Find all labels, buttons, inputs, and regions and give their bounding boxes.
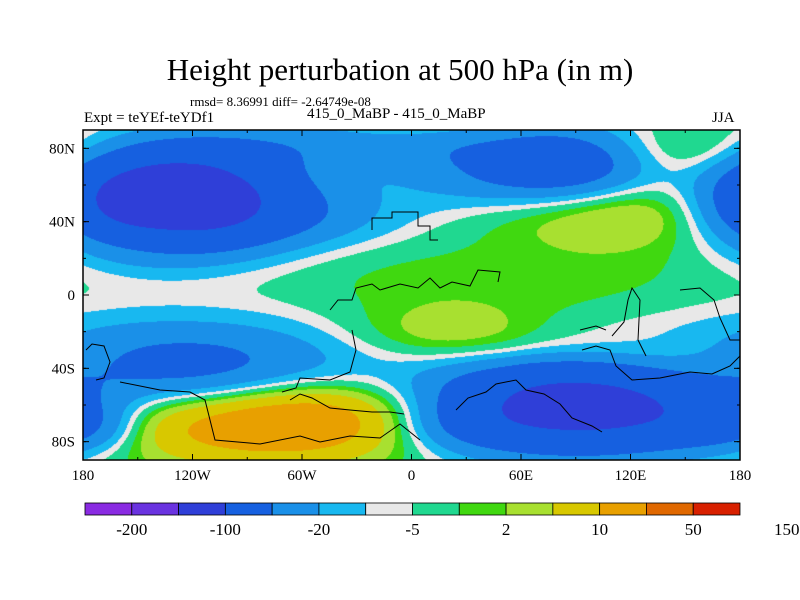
chart-title: Height perturbation at 500 hPa (in m) <box>166 52 634 87</box>
colorbar-box <box>646 502 694 516</box>
colorbar-box <box>599 502 647 516</box>
colorbar-box <box>224 502 273 516</box>
stats-label: rmsd= 8.36991 diff= -2.64749e-08 <box>190 94 371 109</box>
season-label: JJA <box>712 110 735 126</box>
center-label: 415_0_MaBP - 415_0_MaBP <box>307 106 486 122</box>
colorbar-label: -20 <box>308 520 331 539</box>
colorbar-box <box>412 502 460 516</box>
colorbar-box <box>84 502 133 516</box>
colorbar-label: 10 <box>591 520 608 539</box>
coastline <box>119 381 421 445</box>
y-tick-label: 80N <box>49 141 75 157</box>
x-tick-label: 60E <box>509 468 533 484</box>
colorbar-label: 2 <box>502 520 511 539</box>
colorbar-label: -5 <box>405 520 419 539</box>
coastline <box>679 287 740 341</box>
colorbar-box <box>458 502 507 516</box>
x-tick-label: 0 <box>408 468 416 484</box>
colorbar-box <box>692 502 741 516</box>
coastline <box>371 211 438 241</box>
coastline <box>329 269 501 311</box>
x-tick-label: 180 <box>729 468 752 484</box>
coastline <box>581 345 741 381</box>
colorbar-box <box>318 502 367 516</box>
coastline <box>611 286 647 357</box>
height-field-contours <box>83 130 740 460</box>
experiment-label: Expt = teYEf-teYDf1 <box>84 110 215 126</box>
x-tick-label: 180 <box>72 468 95 484</box>
x-tick-label: 120E <box>615 468 647 484</box>
coastline <box>85 343 111 381</box>
y-tick-label: 0 <box>68 288 76 304</box>
colorbar-label: -200 <box>116 520 147 539</box>
colorbar-box <box>552 502 601 516</box>
colorbar-box <box>271 502 320 516</box>
coastline <box>455 379 603 433</box>
y-tick-label: 40N <box>49 215 75 231</box>
x-tick-label: 60W <box>287 468 317 484</box>
colorbar-box <box>505 502 554 516</box>
colorbar-label: 150 <box>774 520 800 539</box>
colorbar-label: 50 <box>685 520 702 539</box>
coastline <box>281 329 357 393</box>
y-tick-label: 40S <box>52 361 75 377</box>
coastline <box>289 393 405 415</box>
x-tick-label: 120W <box>174 468 212 484</box>
colorbar-box <box>365 502 413 516</box>
y-tick-label: 80S <box>52 435 75 451</box>
colorbar-box <box>131 502 179 516</box>
colorbar-label: -100 <box>210 520 241 539</box>
coastline <box>579 325 607 331</box>
colorbar-box <box>178 502 226 516</box>
